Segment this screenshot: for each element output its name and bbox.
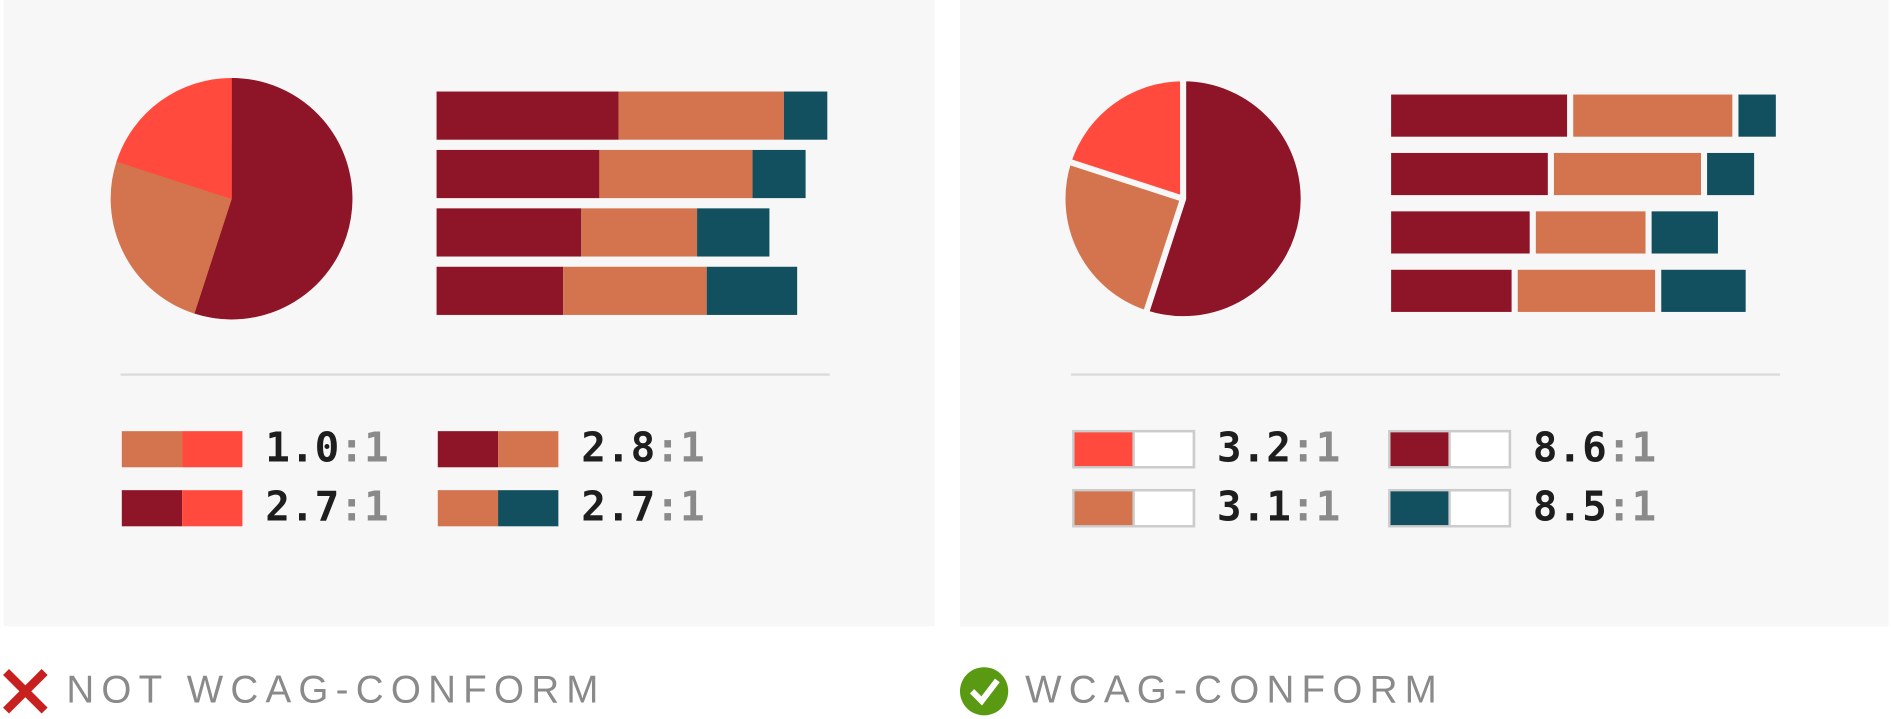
bar-segment: [783, 91, 828, 140]
ratio-suffix: :1: [339, 482, 388, 530]
contrast-ratio: 1.0:1: [265, 423, 388, 471]
swatch: [437, 431, 499, 468]
pie-slice: [193, 77, 353, 320]
check-icon: [959, 667, 1009, 716]
swatch: [498, 431, 559, 468]
pie-slice: [116, 77, 232, 200]
contrast-ratio: 2.7:1: [265, 482, 388, 530]
swatch-border: [1072, 429, 1196, 469]
bar-segment: [697, 208, 770, 257]
contrast-ratio: 2.8:1: [581, 423, 704, 471]
bar-segment: [436, 208, 582, 257]
swatch: [1073, 490, 1134, 527]
bar-segment: [1547, 146, 1708, 202]
bar-segment: [752, 149, 806, 199]
bar-segment: [1385, 205, 1536, 260]
swatch: [1389, 431, 1450, 468]
bar-segment: [1385, 88, 1574, 143]
bar-segment: [581, 208, 698, 257]
bar-segment: [599, 149, 753, 199]
swatch: [1389, 490, 1450, 527]
bar-segment: [1655, 263, 1752, 318]
bar-segment: [1567, 88, 1739, 143]
bar-segment: [706, 266, 798, 315]
ratio-suffix: :1: [339, 423, 388, 471]
contrast-ratio: 8.6:1: [1533, 423, 1656, 471]
ratio-suffix: :1: [1291, 423, 1340, 471]
swatch-border: [1388, 488, 1512, 528]
ratio-value: 1.0: [265, 423, 339, 471]
bar-segment: [1385, 146, 1554, 202]
swatch: [437, 490, 499, 527]
ratio-value: 2.7: [581, 482, 655, 530]
ratio-suffix: :1: [1607, 482, 1656, 530]
cross-icon: [3, 669, 48, 714]
swatch: [121, 431, 183, 468]
swatch-border: [1388, 429, 1512, 469]
pie-slice: [1065, 75, 1187, 202]
swatch: [1073, 431, 1134, 468]
bar-segment: [563, 266, 707, 315]
ratio-suffix: :1: [1607, 423, 1656, 471]
caption: WCAG-CONFORM: [1025, 669, 1444, 712]
caption: NOT WCAG-CONFORM: [66, 669, 605, 712]
bar-segment: [1529, 205, 1652, 260]
ratio-suffix: :1: [655, 423, 704, 471]
ratio-value: 2.7: [265, 482, 339, 530]
ratio-value: 3.2: [1217, 423, 1291, 471]
pie-slice: [1059, 158, 1187, 317]
bar-segment: [1701, 146, 1761, 202]
swatch: [1448, 429, 1512, 469]
swatch: [498, 490, 559, 527]
swatch-border: [1072, 488, 1196, 528]
ratio-value: 3.1: [1217, 482, 1291, 530]
swatch: [121, 490, 183, 527]
bar-segment: [436, 91, 619, 140]
bar-segment: [1511, 263, 1662, 318]
ratio-suffix: :1: [655, 482, 704, 530]
pie-slice: [110, 161, 232, 314]
swatch: [1448, 488, 1512, 528]
contrast-ratio: 3.2:1: [1217, 423, 1340, 471]
bar-segment: [436, 266, 564, 315]
ratio-suffix: :1: [1291, 482, 1340, 530]
bar-segment: [436, 149, 600, 199]
swatch: [1132, 488, 1196, 528]
bar-segment: [1732, 88, 1782, 143]
swatch: [182, 431, 243, 468]
ratio-value: 8.5: [1533, 482, 1607, 530]
bar-segment: [1645, 205, 1724, 260]
contrast-ratio: 8.5:1: [1533, 482, 1656, 530]
swatch: [1132, 429, 1196, 469]
contrast-ratio: 2.7:1: [581, 482, 704, 530]
ratio-value: 2.8: [581, 423, 655, 471]
contrast-ratio: 3.1:1: [1217, 482, 1340, 530]
ratio-value: 8.6: [1533, 423, 1607, 471]
bar-segment: [1385, 263, 1518, 318]
bar-segment: [618, 91, 784, 140]
swatch: [182, 490, 243, 527]
